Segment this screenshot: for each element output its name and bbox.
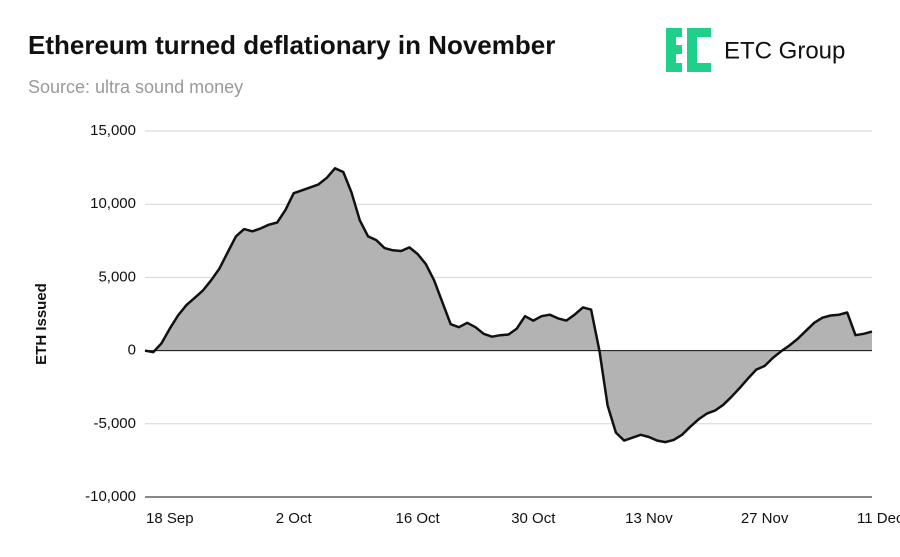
x-tick-label: 18 Sep xyxy=(146,510,194,527)
x-tick-label: 27 Nov xyxy=(741,510,789,527)
logo-icon xyxy=(666,28,711,72)
area xyxy=(145,168,872,443)
logo-text: ETC Group xyxy=(724,37,845,64)
x-tick-label: 16 Oct xyxy=(396,510,441,527)
y-tick-label: -5,000 xyxy=(93,415,136,432)
y-tick-label: 10,000 xyxy=(90,195,136,212)
x-tick-label: 13 Nov xyxy=(625,510,673,527)
y-axis-label: ETH Issued xyxy=(33,283,50,365)
y-tick-label: -10,000 xyxy=(85,488,136,505)
chart-title: Ethereum turned deflationary in November xyxy=(28,30,555,60)
chart-subtitle: Source: ultra sound money xyxy=(28,77,243,97)
y-tick-label: 15,000 xyxy=(90,122,136,139)
y-tick-label: 0 xyxy=(128,342,136,359)
x-tick-label: 2 Oct xyxy=(276,510,313,527)
line xyxy=(144,167,873,444)
x-tick-label: 30 Oct xyxy=(511,510,556,527)
y-tick-label: 5,000 xyxy=(98,268,136,285)
x-tick-label: 11 Dec xyxy=(857,510,900,527)
